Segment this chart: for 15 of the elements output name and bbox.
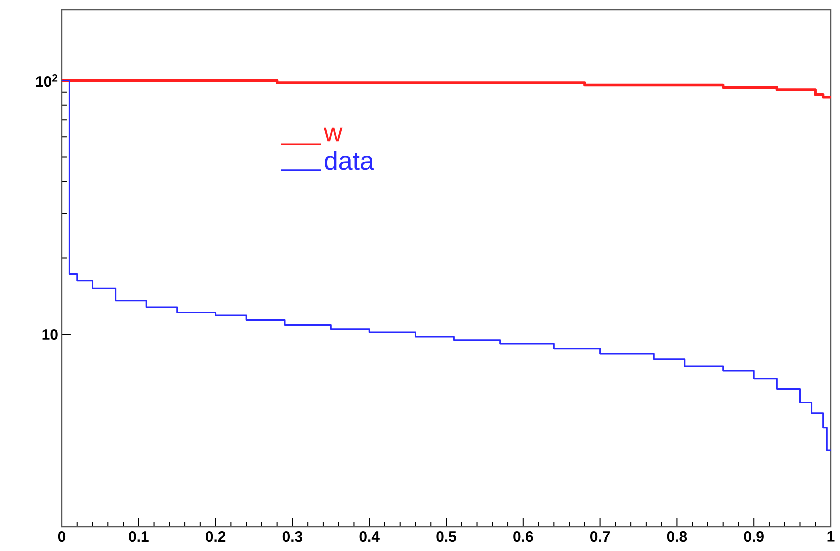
legend-label: data — [325, 151, 374, 170]
x-tick-label: 0.8 — [667, 532, 688, 542]
legend-label: w — [324, 128, 343, 142]
x-tick-label: 1 — [828, 532, 835, 542]
x-tick-label: 0.4 — [360, 532, 380, 542]
x-tick-label: 0.2 — [206, 532, 226, 542]
x-tick-label: 0 — [58, 532, 66, 542]
x-tick-label: 0.3 — [282, 532, 303, 542]
x-tick-label: 0.6 — [514, 532, 534, 542]
x-tick-label: 0.1 — [129, 532, 149, 542]
x-tick-label: 0.7 — [590, 532, 610, 542]
y-tick-label: 10 — [42, 329, 58, 340]
y-tick-label: 10$^{2}$ — [36, 74, 58, 88]
x-tick-label: 0.9 — [744, 532, 764, 542]
x-tick-label: 0.5 — [436, 532, 456, 542]
